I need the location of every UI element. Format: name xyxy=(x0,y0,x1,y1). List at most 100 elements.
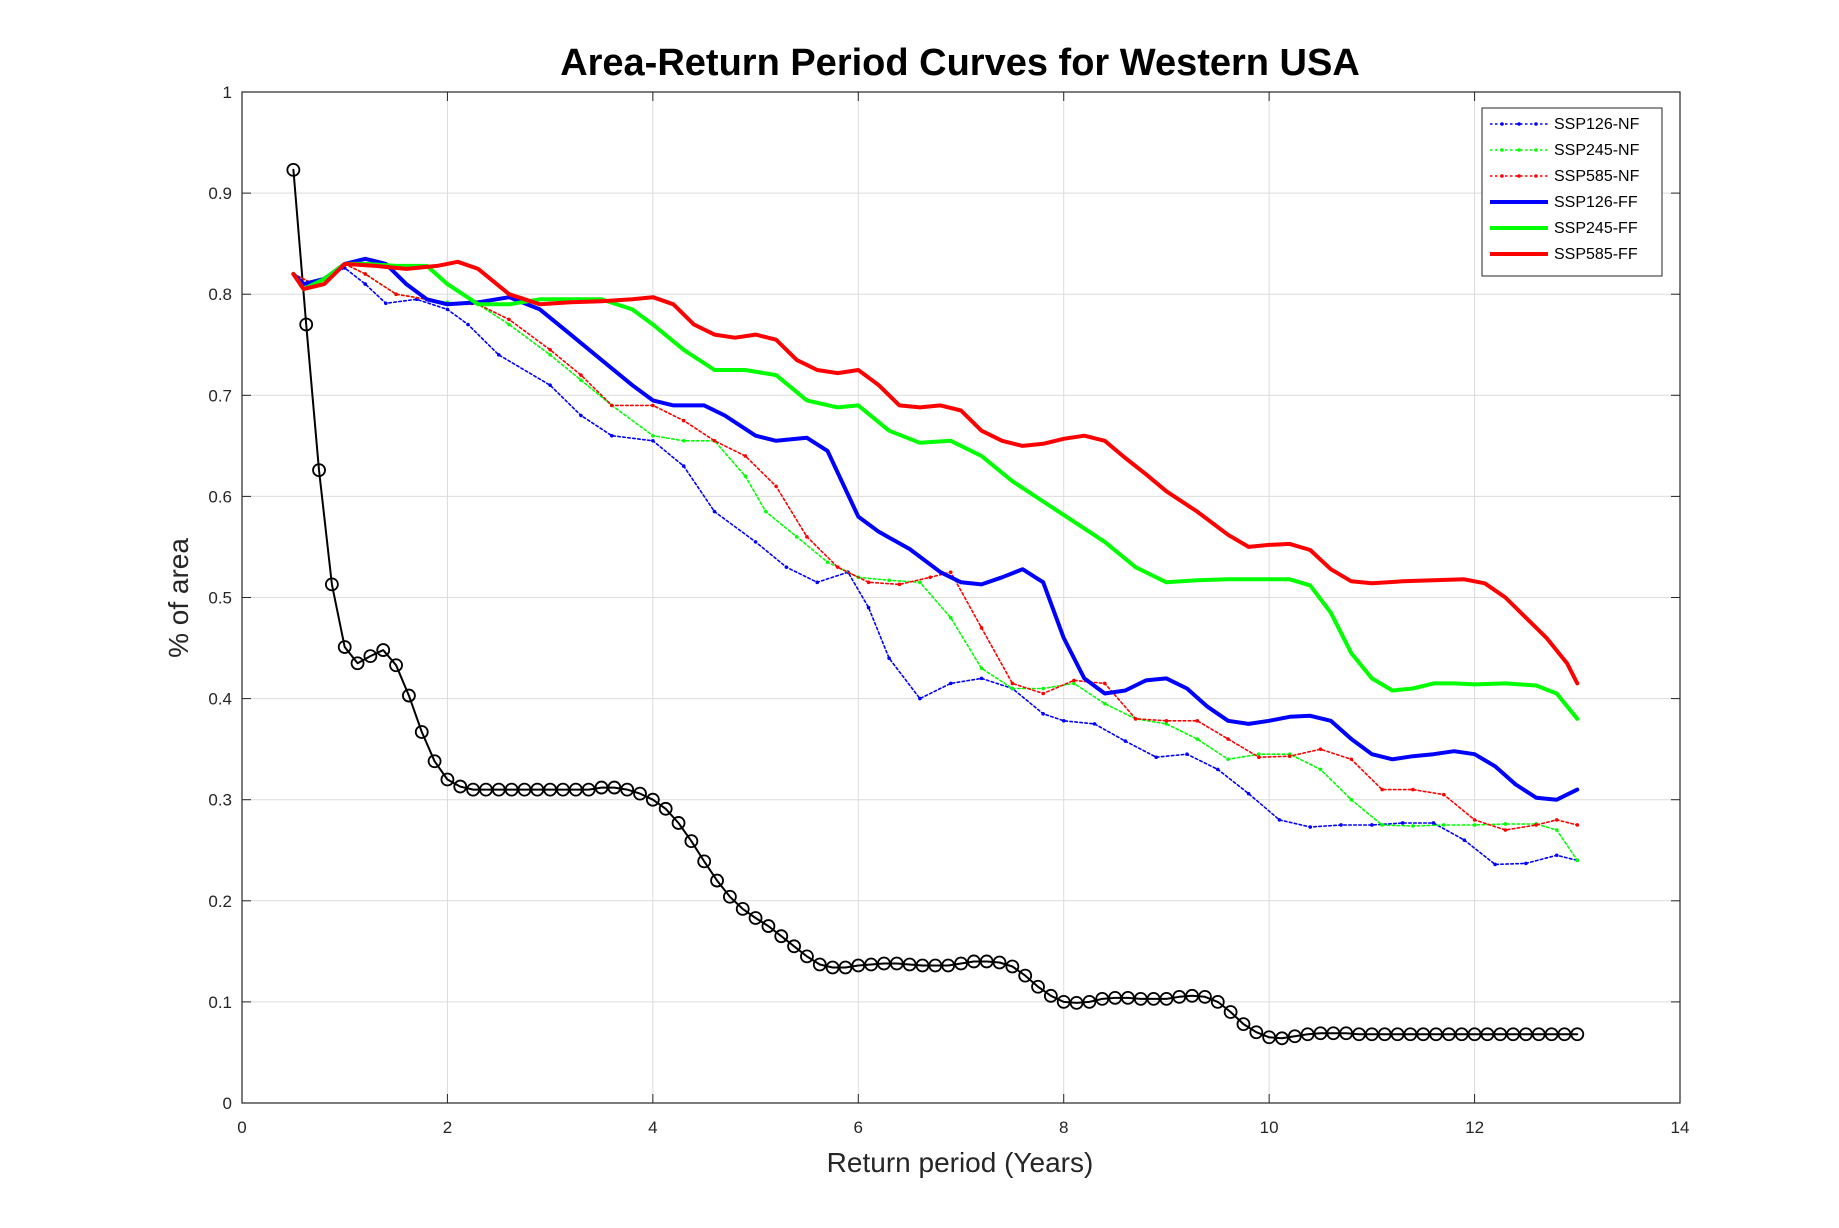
data-point-marker xyxy=(1249,1025,1264,1040)
data-point xyxy=(1554,853,1559,858)
data-point xyxy=(1257,755,1261,760)
legend-entry: SSP126-NF xyxy=(1490,116,1640,133)
data-point-marker xyxy=(902,957,917,972)
data-point-marker xyxy=(299,317,314,332)
data-point xyxy=(466,322,470,327)
data-point xyxy=(1041,691,1045,696)
data-point-marker xyxy=(363,649,378,664)
legend-label: SSP126-FF xyxy=(1554,194,1638,211)
data-point-marker xyxy=(735,901,750,916)
data-point xyxy=(1061,719,1066,723)
data-point xyxy=(1339,823,1343,827)
data-point xyxy=(825,560,830,564)
data-point-marker xyxy=(787,939,801,954)
data-point xyxy=(805,535,809,539)
data-point xyxy=(979,626,984,630)
data-point xyxy=(1287,754,1292,759)
y-tick-label: 0.6 xyxy=(208,487,232,506)
data-point xyxy=(1164,722,1169,726)
legend-entry: SSP585-NF xyxy=(1490,168,1640,185)
data-point-marker xyxy=(1223,1005,1238,1019)
data-point-marker xyxy=(1082,995,1097,1009)
data-point xyxy=(609,433,614,438)
data-point-marker xyxy=(1095,991,1110,1006)
series-line xyxy=(291,259,1580,686)
data-point xyxy=(1441,823,1446,827)
y-tick-label: 0 xyxy=(223,1094,232,1113)
legend-label: SSP585-FF xyxy=(1554,246,1638,263)
legend-entry: SSP245-NF xyxy=(1490,142,1640,159)
data-point xyxy=(579,413,583,418)
legend-swatch-marker xyxy=(1534,122,1538,126)
data-point xyxy=(1472,823,1477,827)
data-point xyxy=(1072,681,1076,686)
data-point-marker xyxy=(1300,1027,1315,1042)
data-point xyxy=(1400,821,1405,825)
data-point xyxy=(1010,681,1015,686)
data-point xyxy=(948,615,953,620)
data-point xyxy=(1133,717,1138,721)
y-tick-label: 0.5 xyxy=(208,589,232,608)
legend-swatch-marker xyxy=(1500,148,1504,152)
data-point xyxy=(1349,757,1354,762)
data-point xyxy=(681,464,686,468)
series-ssp245-nf xyxy=(291,262,1580,863)
data-point-marker xyxy=(1275,1031,1289,1046)
data-point xyxy=(363,272,368,276)
grid xyxy=(241,91,1681,1104)
legend-swatch-marker xyxy=(1500,174,1504,178)
data-point xyxy=(609,403,614,408)
series-ssp126-ff xyxy=(291,256,1580,802)
data-point xyxy=(1370,823,1374,827)
data-point xyxy=(651,403,655,408)
data-point xyxy=(1246,791,1251,796)
data-point-marker xyxy=(350,656,365,671)
data-point xyxy=(363,282,368,286)
data-point xyxy=(1277,818,1282,822)
data-point-marker xyxy=(889,956,904,971)
data-point xyxy=(445,307,450,312)
data-point-marker xyxy=(402,688,416,703)
data-point-marker xyxy=(1570,1027,1585,1042)
series-line xyxy=(292,267,1579,866)
data-point-marker xyxy=(722,889,737,904)
data-point-marker xyxy=(658,801,673,816)
data-point xyxy=(774,484,778,489)
data-point xyxy=(1318,767,1323,772)
data-point xyxy=(1503,822,1508,826)
data-point-marker xyxy=(774,929,789,944)
data-point-marker xyxy=(954,956,968,971)
data-point xyxy=(1041,711,1045,716)
series-reference xyxy=(286,162,1585,1046)
data-point-marker xyxy=(710,873,724,888)
data-point-marker xyxy=(1005,959,1020,974)
legend-entry: SSP245-FF xyxy=(1490,220,1638,237)
data-point xyxy=(979,676,984,681)
series-ssp126-nf xyxy=(291,266,1580,867)
data-point-marker xyxy=(440,772,455,787)
legend-entry: SSP585-FF xyxy=(1490,246,1638,263)
series-line xyxy=(292,168,1579,1040)
data-point xyxy=(384,301,388,306)
data-point xyxy=(1575,858,1580,863)
data-point-marker xyxy=(324,577,339,592)
data-point xyxy=(496,353,501,357)
data-point xyxy=(948,570,953,575)
legend-swatch-marker xyxy=(1534,148,1538,152)
y-tick-label: 0.1 xyxy=(208,993,232,1012)
data-point-marker xyxy=(1056,995,1071,1009)
data-point xyxy=(743,474,748,478)
series-layer xyxy=(286,162,1585,1046)
data-point xyxy=(1493,862,1497,867)
data-point xyxy=(918,696,922,701)
data-point xyxy=(681,438,686,443)
data-point-marker xyxy=(979,954,994,969)
y-tick-label: 0.8 xyxy=(208,285,232,304)
data-point xyxy=(1195,737,1200,741)
data-point xyxy=(1503,828,1508,832)
data-point xyxy=(1524,861,1528,866)
data-point xyxy=(897,582,902,587)
data-point xyxy=(1185,752,1189,757)
data-point-marker xyxy=(1236,1017,1251,1032)
legend-swatch-marker xyxy=(1500,122,1504,126)
